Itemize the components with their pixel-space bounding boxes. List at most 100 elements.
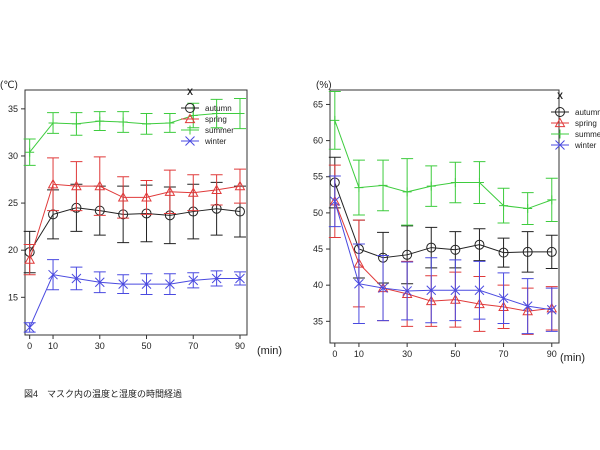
x-tick-label: 50 (450, 349, 460, 359)
legend-item-summer: summer (551, 129, 600, 139)
y-tick-label: 35 (8, 104, 18, 114)
error-bar (23, 244, 36, 276)
data-point-summer (212, 109, 222, 119)
data-point-winter (188, 275, 199, 286)
legend-item-winter: winter (181, 136, 227, 146)
y-tick-label: 40 (313, 280, 323, 290)
data-point-winter (71, 273, 82, 284)
data-point-spring (94, 180, 106, 191)
data-point-autumn (426, 242, 437, 253)
x-tick-label: 0 (27, 341, 32, 351)
data-point-summer (25, 147, 35, 157)
series-spring (23, 156, 246, 276)
legend-label: winter (574, 141, 597, 150)
series-line-summer (334, 120, 552, 210)
legend-item-spring: spring (181, 113, 227, 124)
figure-caption: 図4 マスク内の温度と湿度の時間経過 (24, 389, 183, 399)
y-tick-label: 15 (8, 292, 18, 302)
data-point-autumn (546, 246, 557, 257)
error-bar (545, 234, 558, 270)
series-summer (23, 97, 246, 166)
series-line-winter (334, 201, 552, 311)
legend-marker-autumn (555, 107, 565, 117)
data-point-autumn (234, 206, 245, 217)
data-point-winter (235, 273, 245, 284)
x-tick-label: 10 (48, 341, 58, 351)
y-tick-label: 65 (313, 99, 323, 109)
data-point-summer (378, 180, 388, 190)
data-point-winter (426, 285, 437, 296)
series-summer (328, 90, 558, 226)
data-point-autumn (402, 249, 413, 260)
data-point-autumn (498, 247, 509, 258)
data-point-winter (474, 285, 485, 296)
data-point-summer (450, 178, 460, 188)
data-point-summer (48, 118, 58, 128)
data-point-autumn (450, 244, 461, 255)
legend-label: autumn (205, 104, 232, 113)
legend-title: X (557, 91, 563, 101)
data-point-winter (24, 322, 35, 333)
legend-item-spring: spring (551, 117, 597, 128)
y-tick-label: 45 (313, 244, 323, 254)
data-point-winter (402, 286, 412, 296)
data-point-summer (330, 115, 340, 125)
legend-title: X (187, 87, 193, 97)
data-point-summer (235, 109, 245, 119)
data-point-winter (329, 196, 340, 207)
legend-marker-spring (554, 117, 566, 128)
legend-marker-autumn (185, 103, 195, 113)
data-point-winter (165, 279, 175, 289)
series-line-summer (29, 113, 240, 153)
right-y-unit: (%) (316, 80, 332, 91)
y-tick-label: 25 (8, 198, 18, 208)
error-bar (187, 174, 200, 212)
data-point-spring (24, 254, 36, 264)
legend-item-winter: winter (551, 140, 597, 150)
plot-frame (24, 89, 248, 336)
data-point-summer (499, 201, 509, 211)
legend-label: summer (205, 126, 234, 135)
legend-marker-winter (185, 136, 195, 146)
y-tick-label: 55 (313, 172, 323, 182)
error-bar (210, 174, 223, 206)
data-point-spring (187, 187, 199, 197)
legend-item-autumn: autumn (551, 107, 600, 117)
x-tick-label: 90 (235, 341, 245, 351)
data-point-winter (94, 277, 105, 288)
data-point-winter (118, 279, 129, 289)
data-point-summer (523, 204, 533, 214)
legend-marker-spring (184, 113, 196, 124)
data-point-spring (141, 191, 152, 202)
data-point-summer (118, 117, 128, 127)
data-point-spring (117, 191, 129, 202)
plot-frame (329, 89, 560, 344)
data-point-winter (498, 293, 509, 304)
data-point-winter (378, 283, 388, 293)
series-winter (328, 175, 558, 335)
legend-label: autumn (575, 108, 600, 117)
data-point-winter (354, 278, 364, 289)
error-bar (70, 161, 83, 212)
data-point-spring (47, 178, 59, 189)
data-point-summer (71, 119, 81, 129)
data-point-autumn (522, 246, 533, 257)
y-tick-label: 20 (8, 245, 18, 255)
left-y-unit: (℃) (0, 80, 18, 91)
error-bar (47, 157, 60, 212)
legend-marker-summer (555, 129, 565, 139)
data-point-winter (522, 301, 533, 311)
data-point-spring (71, 180, 82, 191)
series-line-autumn (334, 182, 552, 259)
legend-marker-summer (185, 125, 195, 135)
legend-item-autumn: autumn (181, 103, 232, 113)
right-x-unit: (min) (560, 352, 586, 364)
error-bar (233, 168, 246, 204)
y-tick-label: 30 (8, 151, 18, 161)
data-point-spring (164, 186, 176, 196)
data-point-summer (165, 118, 175, 128)
legend-label: spring (575, 119, 597, 128)
error-bar (163, 169, 176, 214)
error-bar (521, 231, 534, 273)
